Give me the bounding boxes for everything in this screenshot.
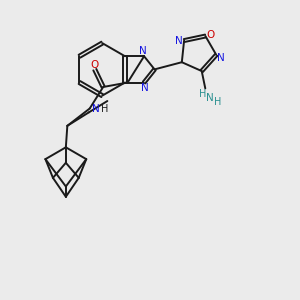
Text: N: N <box>206 93 214 103</box>
Text: H: H <box>214 97 221 107</box>
Text: O: O <box>91 60 99 70</box>
Text: N: N <box>141 82 149 93</box>
Text: H: H <box>101 104 108 114</box>
Text: H: H <box>199 89 207 99</box>
Text: N: N <box>139 46 146 56</box>
Text: N: N <box>92 104 100 114</box>
Text: N: N <box>176 36 183 46</box>
Text: N: N <box>218 53 225 63</box>
Text: O: O <box>207 29 215 40</box>
